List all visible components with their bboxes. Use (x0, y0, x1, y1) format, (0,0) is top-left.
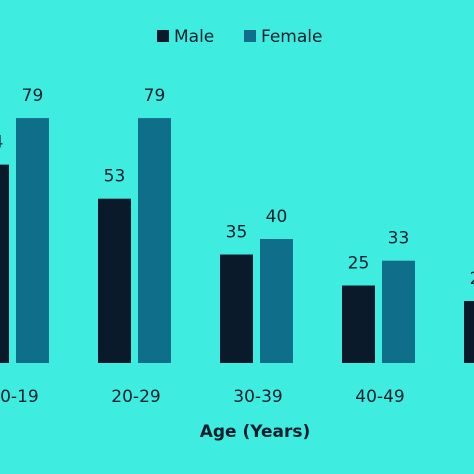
legend-swatch (157, 30, 169, 42)
value-label: 20 (470, 269, 474, 289)
bar (382, 260, 415, 363)
legend-label: Male (174, 27, 214, 47)
x-tick-label: 10-19 (0, 387, 39, 407)
bar (464, 301, 474, 363)
value-label: 40 (266, 207, 288, 227)
value-label: 79 (22, 86, 44, 106)
value-label: 33 (388, 229, 410, 249)
x-axis-title: Age (Years) (200, 422, 311, 442)
x-tick-label: 40-49 (355, 387, 404, 407)
x-tick-label: 20-29 (111, 387, 160, 407)
value-label: 35 (226, 223, 248, 243)
bar (220, 254, 253, 363)
value-label: 64 (0, 133, 3, 153)
legend-swatch (244, 30, 256, 42)
bar (260, 239, 293, 363)
bar (98, 198, 131, 363)
value-label: 25 (348, 254, 370, 274)
value-label: 53 (104, 167, 126, 187)
bar (342, 285, 375, 363)
legend-label: Female (261, 27, 322, 47)
bar (0, 164, 9, 363)
bar (16, 118, 49, 363)
x-tick-label: 30-39 (233, 387, 282, 407)
bar (138, 118, 171, 363)
value-label: 79 (144, 86, 166, 106)
